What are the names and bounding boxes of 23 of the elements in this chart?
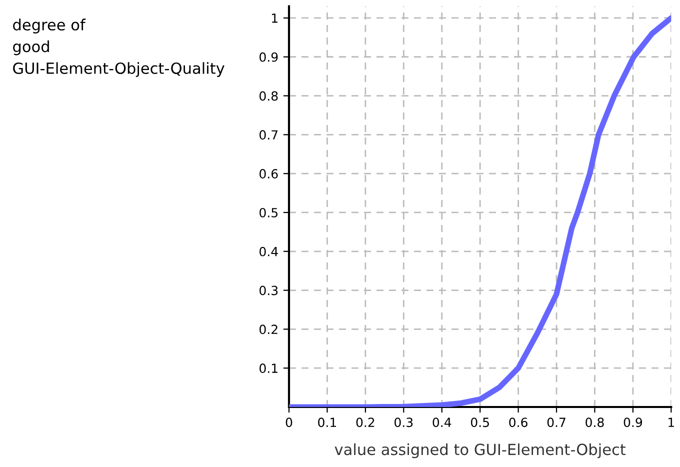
x-tick-label: 0.1 — [318, 418, 336, 428]
x-axis-title: value assigned to GUI-Element-Object — [334, 443, 626, 458]
x-tick-label: 0.8 — [586, 418, 604, 428]
x-tick-label: 0.7 — [547, 418, 566, 428]
y-axis-title: degree of good GUI-Element-Object-Quality — [13, 18, 224, 77]
y-tick-label: 0.8 — [260, 91, 278, 101]
y-tick-label: 0.6 — [260, 169, 278, 179]
y-tick-label: 0.3 — [260, 286, 278, 296]
y-tick-label: 0.7 — [260, 130, 278, 140]
x-tick-label: 0.9 — [624, 418, 642, 428]
x-tick-label: 1 — [668, 418, 674, 427]
y-tick-label: 0.5 — [260, 208, 278, 218]
x-tick-label: 0.6 — [509, 418, 528, 428]
y-tick-label: 0.4 — [260, 246, 278, 256]
y-tick-label: 0.2 — [260, 324, 278, 334]
x-tick-label: 0.4 — [432, 418, 452, 428]
x-tick-label: 0.5 — [470, 418, 489, 428]
x-tick-label: 0.2 — [356, 418, 374, 428]
x-tick-label: 0.3 — [394, 418, 413, 428]
y-tick-label: 1 — [272, 14, 278, 23]
y-tick-label: 0.9 — [260, 52, 278, 62]
y-tick-label: 0.1 — [260, 364, 278, 374]
x-tick-label: 0 — [286, 418, 292, 428]
